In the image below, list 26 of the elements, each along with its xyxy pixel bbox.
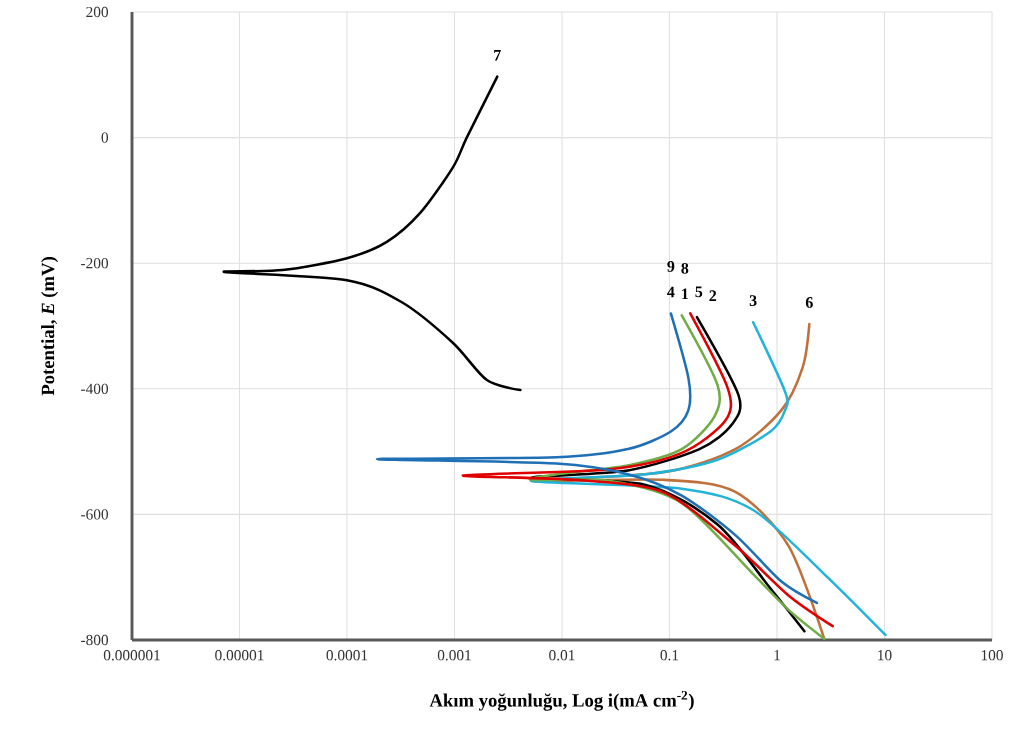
y-tick-label: 200 [86,6,109,18]
y-tick-label: -800 [81,634,109,646]
series-label: 1 [682,288,689,300]
x-tick-label: 10 [878,650,892,661]
x-tick-label: 100 [981,650,1003,661]
y-axis-title: Potential, E (mV) [41,257,59,396]
series-label: 6 [805,297,813,308]
series-label: 4 [667,286,675,298]
y-tick-label: -200 [81,258,109,269]
series-label: 5 [695,286,703,298]
annotation: 8 [681,262,689,274]
x-tick-label: 0.000001 [103,650,160,661]
x-tick-label: 0.001 [437,650,471,661]
x-tick-label: 0.00001 [215,650,264,661]
x-tick-label: 0.0001 [326,650,368,661]
y-tick-label: -400 [81,383,109,394]
y-tick-label: 0 [101,132,109,143]
annotation: 9 [667,261,675,272]
series-label: 7 [494,49,501,61]
x-axis-title: Akım yoğunluğu, Log i(mA cm$^{-2}$) [429,690,694,711]
series-label: 3 [749,295,757,306]
y-tick-label: -600 [81,509,109,520]
series-label: 2 [709,290,717,301]
x-tick-label: 0.1 [660,650,679,661]
x-tick-label: 1 [774,650,780,661]
x-tick-label: 0.01 [549,650,575,661]
